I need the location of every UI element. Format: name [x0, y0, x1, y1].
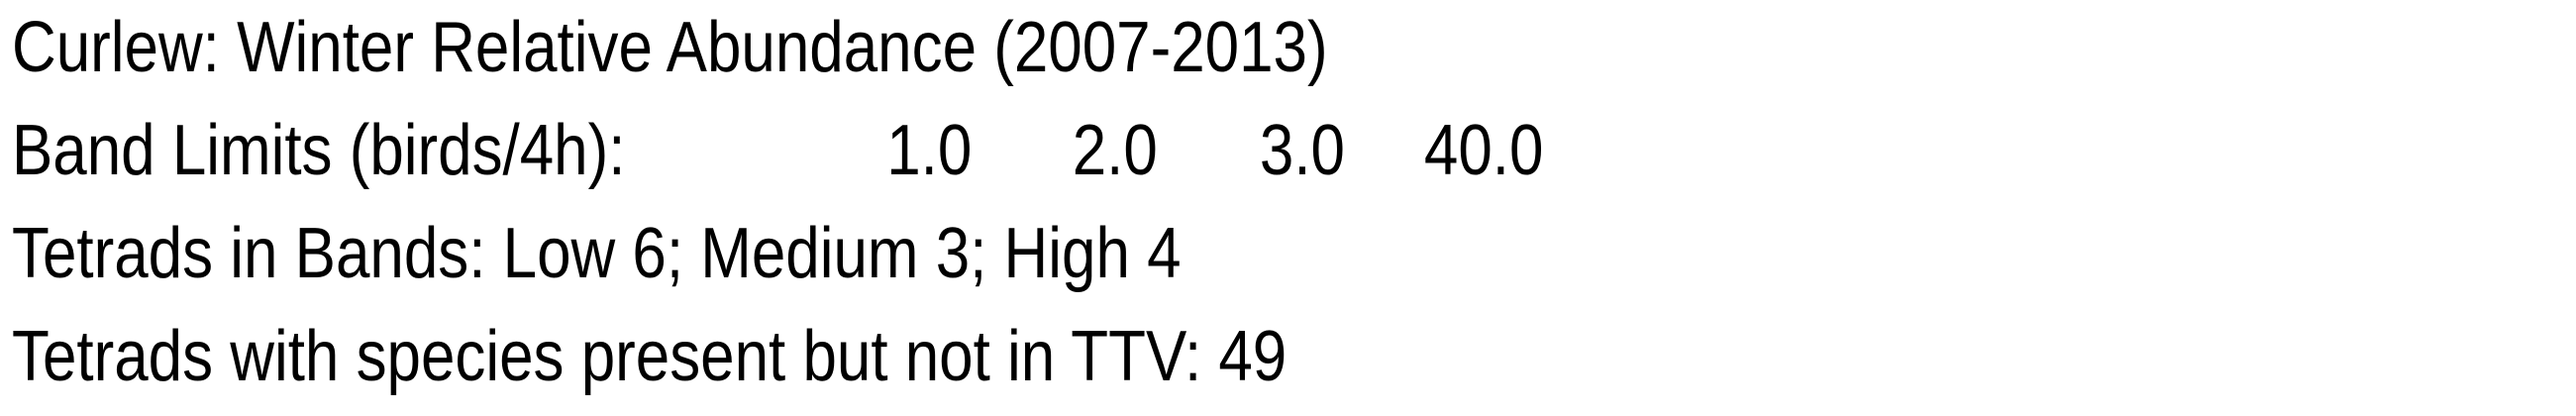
tetrads-in-bands: Tetrads in Bands: Low 6; Medium 3; High … — [12, 214, 1182, 293]
band-limits-label: Band Limits (birds/4h): — [12, 111, 626, 190]
title: Curlew: Winter Relative Abundance (2007-… — [12, 8, 1328, 87]
band-limit-4: 40.0 — [1423, 111, 1544, 190]
band-limit-2: 2.0 — [1072, 111, 1158, 190]
band-limit-1: 1.0 — [886, 111, 973, 190]
band-limits-row: Band Limits (birds/4h): 1.0 2.0 3.0 40.0 — [12, 111, 1543, 190]
band-limit-3: 3.0 — [1259, 111, 1345, 190]
tetrads-not-in-ttv: Tetrads with species present but not in … — [12, 317, 1288, 396]
